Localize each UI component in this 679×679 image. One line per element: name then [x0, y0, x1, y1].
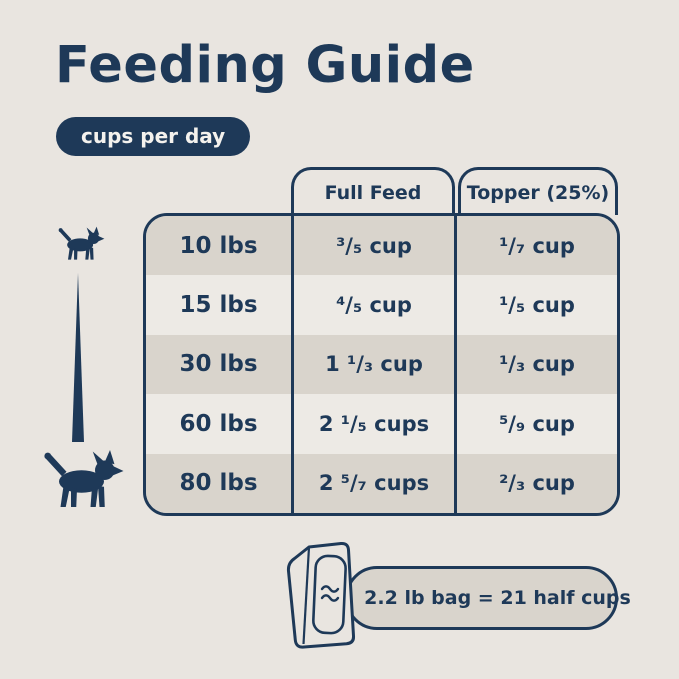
size-scale-triangle-icon [72, 273, 84, 442]
topper-cell: ¹/₅ cup [454, 275, 617, 335]
large-dog-icon [44, 450, 124, 507]
small-dog-icon [58, 226, 105, 260]
weight-cell: 60 lbs [146, 394, 291, 454]
topper-cell: ²/₃ cup [454, 453, 617, 513]
column-header-full-feed: Full Feed [291, 167, 455, 215]
topper-cell: ¹/₃ cup [454, 334, 617, 395]
topper-cell: ⁵/₉ cup [454, 394, 617, 454]
weight-cell: 15 lbs [146, 275, 291, 335]
topper-cell: ¹/₇ cup [454, 216, 617, 276]
page-title: Feeding Guide [55, 36, 475, 95]
full-feed-cell: 1 ¹/₃ cup [291, 334, 454, 395]
full-feed-cell: 2 ⁵/₇ cups [291, 453, 454, 513]
dog-food-bag-icon [286, 541, 356, 649]
cups-per-day-badge: cups per day [56, 117, 251, 156]
weight-cell: 30 lbs [146, 334, 291, 395]
bag-equivalence-note: 2.2 lb bag = 21 half cups [345, 566, 631, 630]
full-feed-cell: 2 ¹/₅ cups [291, 394, 454, 454]
full-feed-cell: ³/₅ cup [291, 216, 454, 276]
column-header-topper: Topper (25%) [458, 167, 618, 215]
weight-cell: 80 lbs [146, 453, 291, 513]
weight-cell: 10 lbs [146, 216, 291, 276]
feeding-table: 10 lbs ³/₅ cup ¹/₇ cup 15 lbs ⁴/₅ cup ¹/… [143, 213, 620, 516]
full-feed-cell: ⁴/₅ cup [291, 275, 454, 335]
